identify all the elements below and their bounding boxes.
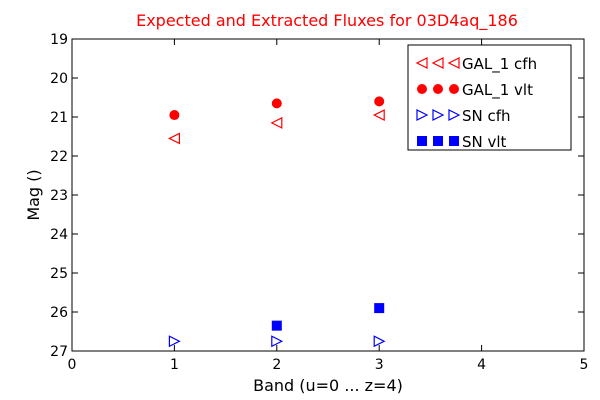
y-tick-label: 21 xyxy=(50,110,68,126)
data-point xyxy=(374,96,385,107)
data-point xyxy=(169,110,180,121)
x-tick-label: 0 xyxy=(68,357,77,373)
y-tick-label: 25 xyxy=(50,266,68,282)
chart-title: Expected and Extracted Fluxes for 03D4aq… xyxy=(136,11,518,31)
x-tick-label: 3 xyxy=(375,357,384,373)
x-tick-label: 4 xyxy=(477,357,486,373)
legend-marker xyxy=(433,136,443,146)
data-point xyxy=(374,303,385,314)
data-point xyxy=(373,335,386,348)
x-axis-label: Band (u=0 ... z=4) xyxy=(253,376,403,395)
legend: GAL_1 cfh GAL_1 vlt SN cfh SN vlt xyxy=(407,44,572,151)
x-tick-label: 2 xyxy=(272,357,281,373)
y-axis-label: Mag () xyxy=(24,169,43,220)
legend-marker xyxy=(417,84,427,94)
data-point xyxy=(271,98,282,109)
legend-label: GAL_1 cfh xyxy=(462,55,537,74)
legend-marker xyxy=(448,109,461,121)
data-point xyxy=(372,109,385,122)
legend-label: SN cfh xyxy=(462,107,511,125)
legend-label: GAL_1 vlt xyxy=(462,81,533,100)
data-point xyxy=(168,132,180,145)
legend-marker xyxy=(447,57,460,69)
y-tick-label: 24 xyxy=(50,227,68,243)
y-tick-label: 22 xyxy=(50,149,68,165)
legend-marker xyxy=(416,109,429,121)
data-point xyxy=(271,320,282,331)
y-tick-label: 19 xyxy=(50,32,68,48)
y-tick-label: 27 xyxy=(50,344,68,360)
data-point xyxy=(271,335,284,348)
data-point xyxy=(270,116,283,129)
legend-marker xyxy=(415,57,428,69)
x-tick-label: 5 xyxy=(580,357,589,373)
data-marks xyxy=(168,96,386,348)
y-tick-label: 26 xyxy=(50,305,68,321)
legend-items: GAL_1 cfh GAL_1 vlt SN cfh SN vlt xyxy=(415,55,537,151)
legend-marker xyxy=(433,84,443,94)
legend-marker xyxy=(432,109,445,121)
legend-marker xyxy=(431,57,444,69)
y-tick-label: 23 xyxy=(50,188,68,204)
legend-label: SN vlt xyxy=(462,133,507,151)
x-tick-label: 1 xyxy=(170,357,179,373)
y-tick-label: 20 xyxy=(50,71,68,87)
legend-marker xyxy=(417,136,427,146)
legend-marker xyxy=(449,136,459,146)
data-point xyxy=(168,335,181,348)
legend-marker xyxy=(449,84,459,94)
